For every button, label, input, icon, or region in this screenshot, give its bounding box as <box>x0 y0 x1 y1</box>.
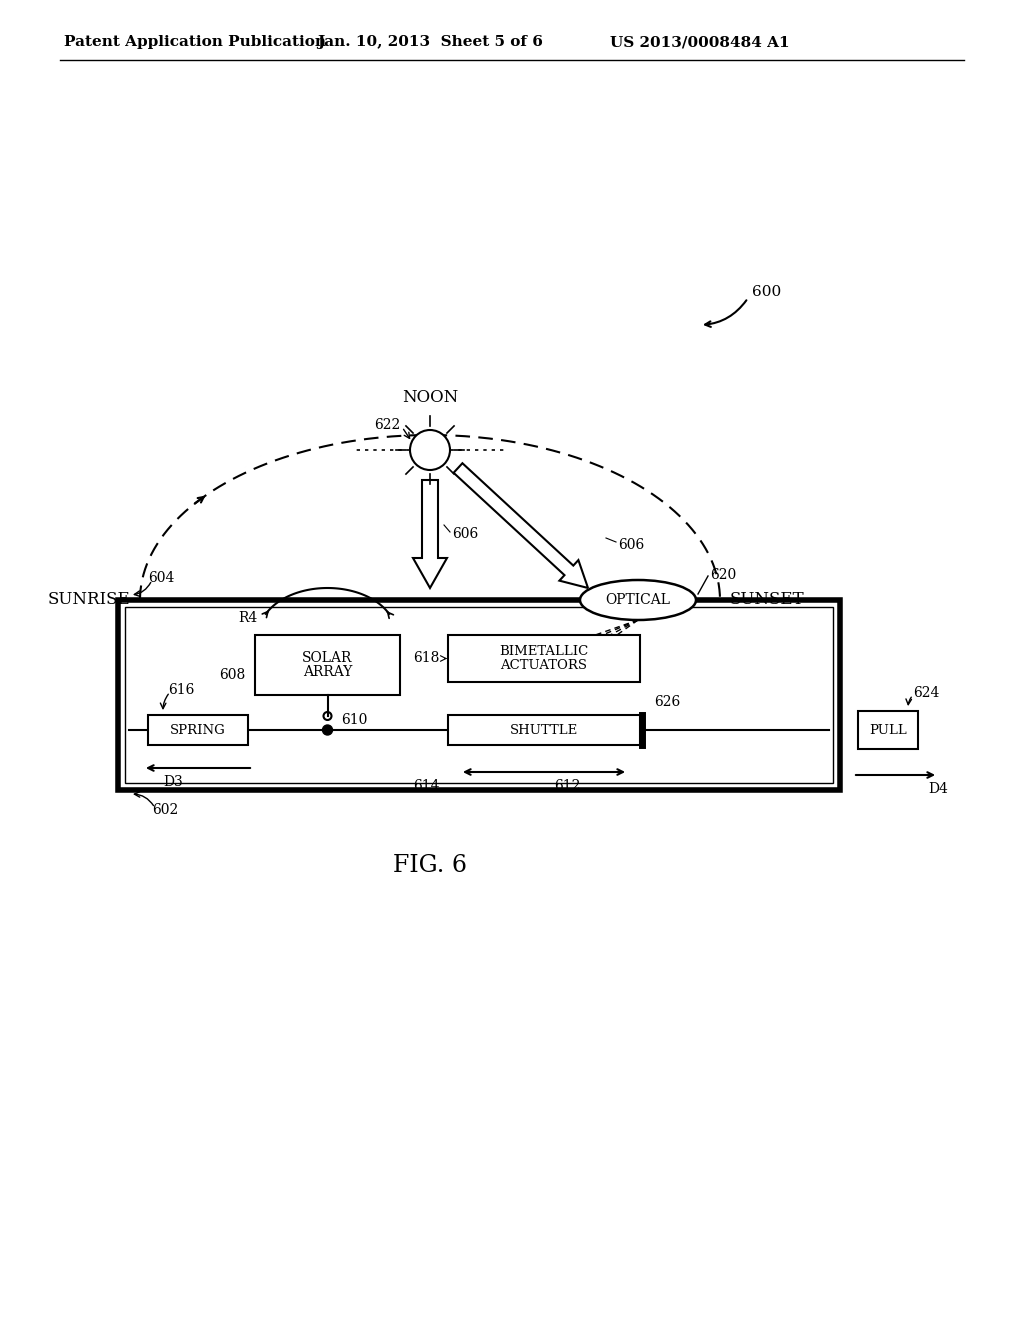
Text: 608: 608 <box>219 668 245 682</box>
Ellipse shape <box>580 579 696 620</box>
Text: 606: 606 <box>452 527 478 541</box>
Text: 626: 626 <box>654 696 680 709</box>
Bar <box>449 635 640 682</box>
Text: 622: 622 <box>374 418 400 432</box>
Text: SOLAR: SOLAR <box>302 651 352 665</box>
Text: 616: 616 <box>168 682 195 697</box>
Bar <box>125 607 833 783</box>
Text: 602: 602 <box>152 803 178 817</box>
Bar <box>858 711 918 748</box>
Text: 612: 612 <box>554 779 581 793</box>
Text: ACTUATORS: ACTUATORS <box>501 659 588 672</box>
Bar <box>449 715 640 744</box>
Text: ARRAY: ARRAY <box>303 665 352 678</box>
Text: 620: 620 <box>710 568 736 582</box>
Bar <box>148 715 248 744</box>
Text: 610: 610 <box>341 713 368 727</box>
Text: D4: D4 <box>928 781 948 796</box>
Text: Jan. 10, 2013  Sheet 5 of 6: Jan. 10, 2013 Sheet 5 of 6 <box>317 36 543 49</box>
Text: SUNRISE: SUNRISE <box>47 591 130 609</box>
Text: 624: 624 <box>913 686 939 700</box>
Text: 618: 618 <box>414 652 440 665</box>
Text: 600: 600 <box>752 285 781 300</box>
Bar <box>118 601 840 789</box>
Text: 604: 604 <box>148 572 174 585</box>
Text: SPRING: SPRING <box>170 723 226 737</box>
Circle shape <box>410 430 450 470</box>
Text: BIMETALLIC: BIMETALLIC <box>500 645 589 657</box>
Text: Patent Application Publication: Patent Application Publication <box>63 36 326 49</box>
Text: NOON: NOON <box>401 389 458 407</box>
Circle shape <box>323 725 333 735</box>
Text: SHUTTLE: SHUTTLE <box>510 723 579 737</box>
Text: FIG. 6: FIG. 6 <box>393 854 467 876</box>
Text: 614: 614 <box>414 779 440 793</box>
Text: OPTICAL: OPTICAL <box>605 593 671 607</box>
Text: D3: D3 <box>163 775 182 789</box>
Text: US 2013/0008484 A1: US 2013/0008484 A1 <box>610 36 790 49</box>
Text: 606: 606 <box>618 539 644 552</box>
Text: SUNSET: SUNSET <box>730 591 805 609</box>
Bar <box>255 635 400 696</box>
Text: R4: R4 <box>239 611 257 624</box>
Text: PULL: PULL <box>869 723 907 737</box>
